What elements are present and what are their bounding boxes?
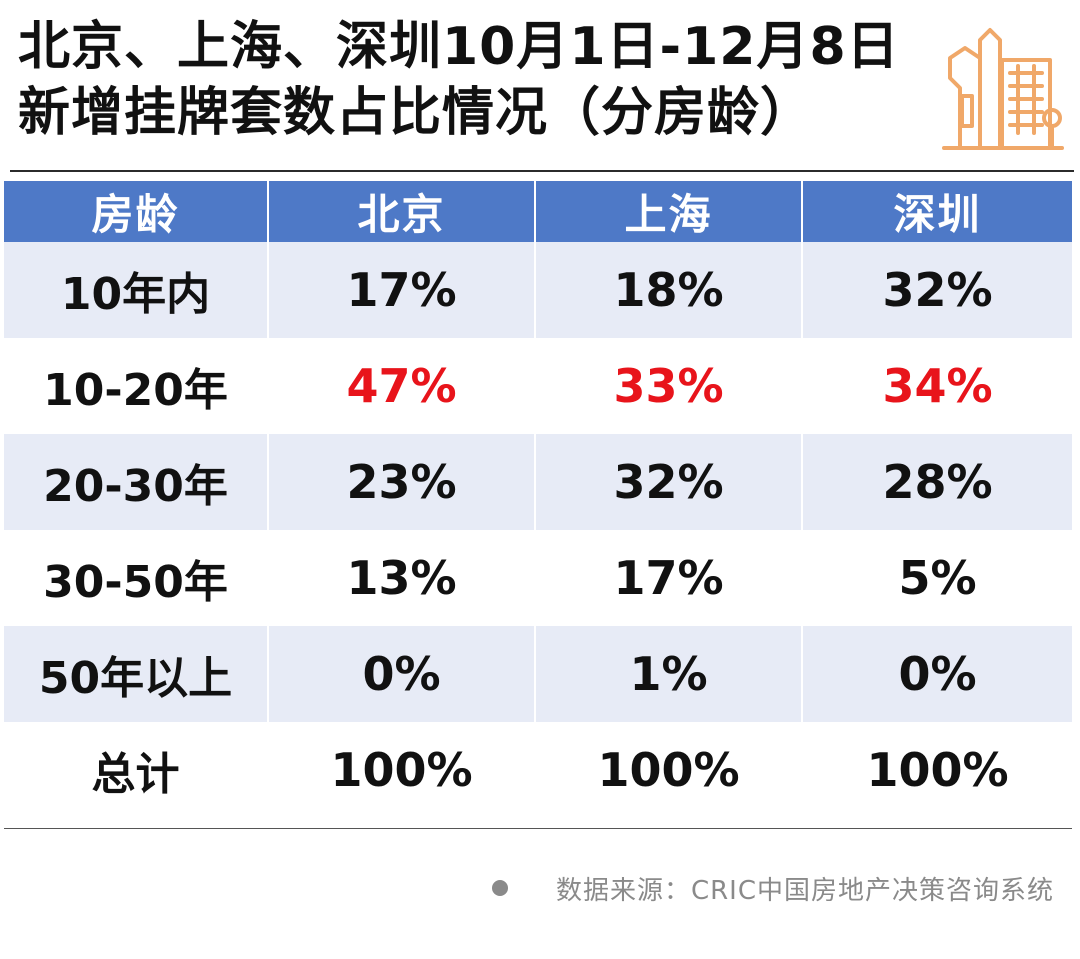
table-cell: 0% [268,626,536,722]
column-header: 北京 [268,181,536,242]
table-header-row: 房龄 北京 上海 深圳 [4,181,1072,242]
row-label: 30-50年 [4,530,269,626]
table-row: 10年内 17% 18% 32% [4,242,1072,338]
table-cell: 17% [268,242,536,338]
column-header: 深圳 [802,181,1072,242]
table-cell-highlight: 47% [268,338,536,434]
row-label: 20-30年 [4,434,269,530]
row-label: 10年内 [4,242,269,338]
column-header: 上海 [535,181,803,242]
table-cell-highlight: 33% [535,338,803,434]
table-row-total: 总计 100% 100% 100% [4,722,1072,818]
source-note: 数据来源：CRIC中国房地产决策咨询系统 [491,868,1054,908]
table-cell: 28% [802,434,1072,530]
buildings-icon [942,28,1064,150]
table-cell: 23% [268,434,536,530]
table-cell: 17% [535,530,803,626]
table-cell: 18% [535,242,803,338]
table-cell: 100% [802,722,1072,818]
table-cell: 1% [535,626,803,722]
table-cell: 13% [268,530,536,626]
table-cell: 0% [802,626,1072,722]
table-row: 10-20年 47% 33% 34% [4,338,1072,434]
table-cell: 32% [535,434,803,530]
data-table: 房龄 北京 上海 深圳 10年内 17% 18% 32% 10-20年 47% … [4,181,1072,818]
table-cell: 100% [268,722,536,818]
table-row: 20-30年 23% 32% 28% [4,434,1072,530]
page-title: 北京、上海、深圳10月1日-12月8日 [18,17,900,77]
table-divider [4,828,1072,829]
row-label: 10-20年 [4,338,269,434]
title-block: 北京、上海、深圳10月1日-12月8日 新增挂牌套数占比情况（分房龄） [18,14,918,146]
table-row: 30-50年 13% 17% 5% [4,530,1072,626]
table-cell: 100% [535,722,803,818]
source-text: 数据来源：CRIC中国房地产决策咨询系统 [555,875,1054,906]
title-divider [10,170,1074,172]
row-label: 总计 [4,722,269,818]
bullet-icon [491,880,508,896]
table-row: 50年以上 0% 1% 0% [4,626,1072,722]
page-subtitle: 新增挂牌套数占比情况（分房龄） [18,83,814,143]
table-cell: 5% [802,530,1072,626]
row-label: 50年以上 [4,626,269,722]
table-cell: 32% [802,242,1072,338]
column-header: 房龄 [4,181,269,242]
table-cell-highlight: 34% [802,338,1072,434]
